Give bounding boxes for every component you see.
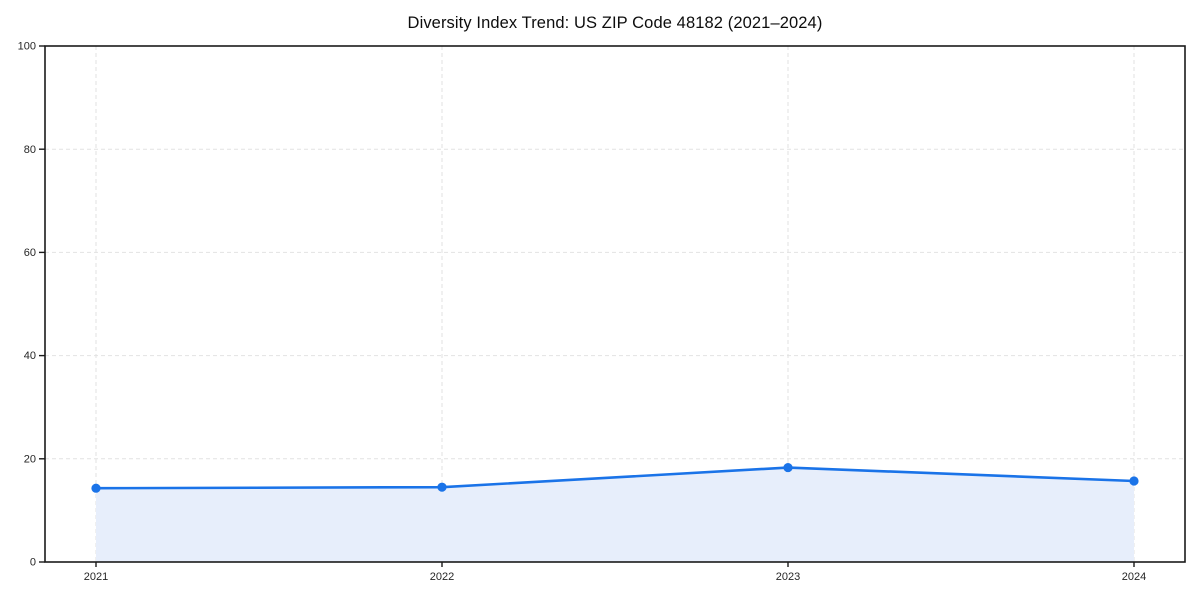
data-point-2024 bbox=[1129, 476, 1139, 486]
chart-title: Diversity Index Trend: US ZIP Code 48182… bbox=[407, 14, 823, 32]
x-tick-label: 2024 bbox=[1122, 571, 1146, 583]
y-tick-label: 80 bbox=[24, 144, 36, 156]
trend-line bbox=[94, 466, 1136, 490]
y-tick-label: 100 bbox=[18, 41, 36, 53]
x-tick-label: 2022 bbox=[430, 571, 454, 583]
data-point-2021 bbox=[91, 483, 101, 493]
x-tick-label: 2023 bbox=[776, 571, 800, 583]
data-point-2023 bbox=[783, 462, 793, 473]
y-tick-label: 40 bbox=[24, 350, 36, 362]
y-tick-label: 0 bbox=[30, 557, 36, 569]
area-fill bbox=[96, 467, 1134, 562]
plot-frame bbox=[44, 45, 1186, 563]
y-tick-label: 20 bbox=[24, 453, 36, 465]
data-point-2022 bbox=[437, 482, 447, 492]
x-tick-label: 2021 bbox=[84, 571, 108, 583]
y-tick-label: 60 bbox=[24, 247, 36, 259]
